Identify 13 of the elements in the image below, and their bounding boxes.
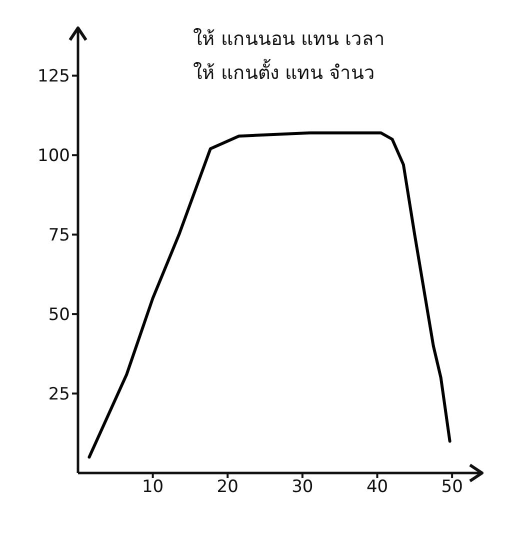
y-tick-label: 100: [38, 146, 70, 166]
annotation: ให้ แกนตั้ง แทน จำนว: [193, 58, 376, 86]
x-tick-label: 20: [216, 477, 238, 498]
x-tick-label: 40: [366, 477, 388, 498]
line-series: [88, 131, 452, 459]
x-tick-label: 10: [142, 477, 164, 498]
y-tick-label: 125: [38, 66, 70, 87]
annotation: ให้ แกนนอน แทน เวลา: [193, 27, 386, 52]
y-tick-label: 25: [48, 384, 70, 405]
x-tick-label: 30: [292, 477, 314, 498]
y-tick-label: 50: [48, 305, 70, 326]
x-tick-label: 50: [441, 477, 463, 498]
y-tick-label: 75: [48, 226, 70, 246]
